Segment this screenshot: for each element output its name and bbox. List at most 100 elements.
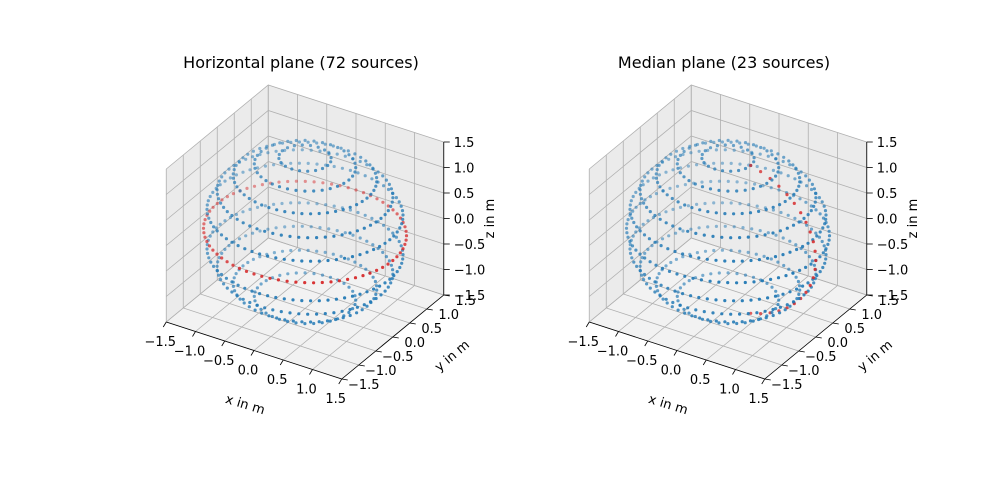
source-point xyxy=(786,174,790,178)
source-point xyxy=(773,294,778,298)
source-point xyxy=(787,267,791,271)
source-point xyxy=(288,234,292,238)
source-point xyxy=(798,288,802,292)
source-point xyxy=(251,257,255,261)
y-axis-label: y in m xyxy=(855,338,896,376)
x-tick-mark xyxy=(585,321,590,328)
source-point xyxy=(315,141,319,145)
source-point xyxy=(732,320,736,324)
source-point xyxy=(389,281,393,285)
source-point xyxy=(741,149,745,153)
source-point xyxy=(665,301,669,305)
source-point xyxy=(379,216,383,220)
highlighted-source-point xyxy=(777,184,781,188)
source-point xyxy=(732,299,736,303)
y-tick-label: 1.5 xyxy=(455,294,476,309)
source-point xyxy=(327,152,331,156)
source-point xyxy=(729,236,733,240)
source-point xyxy=(231,176,235,180)
source-point xyxy=(788,290,792,294)
source-point xyxy=(676,308,680,312)
source-point xyxy=(675,162,679,166)
y-tick-mark xyxy=(832,322,839,325)
source-point xyxy=(208,194,212,199)
source-point xyxy=(638,264,642,268)
source-point xyxy=(686,164,691,168)
source-point xyxy=(668,186,672,190)
source-point xyxy=(703,249,708,253)
source-point xyxy=(628,247,632,251)
source-point xyxy=(359,155,363,159)
source-point xyxy=(217,179,221,183)
source-point xyxy=(697,295,701,300)
source-point xyxy=(395,230,399,234)
source-point xyxy=(755,311,759,315)
source-point xyxy=(701,141,705,145)
source-point xyxy=(234,163,238,167)
highlighted-source-point xyxy=(231,263,235,267)
source-point xyxy=(732,212,736,216)
highlighted-source-point xyxy=(354,188,358,192)
source-point xyxy=(682,175,686,179)
source-point xyxy=(653,240,657,244)
source-point xyxy=(306,248,310,252)
source-point xyxy=(643,198,647,202)
source-point xyxy=(739,145,743,149)
source-point xyxy=(717,138,721,143)
y-tick-mark xyxy=(443,294,450,297)
source-point xyxy=(638,201,642,206)
source-point xyxy=(211,230,215,234)
source-point xyxy=(253,166,257,170)
source-point xyxy=(769,149,773,153)
source-point xyxy=(351,157,355,161)
x-axis-label: x in m xyxy=(646,392,689,418)
source-point xyxy=(746,312,750,316)
source-point xyxy=(758,229,762,233)
source-point xyxy=(339,146,343,150)
source-point xyxy=(678,171,682,175)
source-point xyxy=(646,171,650,175)
source-point xyxy=(712,140,716,144)
source-point xyxy=(791,271,795,275)
source-point xyxy=(288,311,292,315)
source-point xyxy=(209,220,213,225)
source-point xyxy=(706,164,711,168)
source-point xyxy=(660,266,665,270)
source-point xyxy=(758,152,762,156)
chart-title: Median plane (23 sources) xyxy=(618,53,830,72)
source-point xyxy=(392,274,396,278)
source-point xyxy=(283,225,287,229)
source-point xyxy=(795,247,799,252)
source-point xyxy=(683,203,687,207)
source-point xyxy=(339,254,343,258)
source-point xyxy=(665,193,669,197)
source-point xyxy=(821,265,825,270)
source-point xyxy=(827,238,831,242)
source-point xyxy=(625,222,629,226)
source-point xyxy=(232,276,236,280)
source-point xyxy=(358,236,362,240)
source-point xyxy=(770,285,774,289)
source-point xyxy=(628,212,633,216)
source-point xyxy=(717,271,721,275)
source-point xyxy=(372,247,376,252)
source-point xyxy=(267,206,271,210)
source-point xyxy=(735,281,739,285)
y-tick-label: 0.5 xyxy=(844,322,865,337)
source-point xyxy=(628,251,633,255)
source-point xyxy=(681,255,685,259)
source-point xyxy=(638,188,642,192)
highlighted-source-point xyxy=(202,231,206,235)
source-point xyxy=(252,294,256,298)
source-point xyxy=(260,203,264,207)
source-point xyxy=(332,164,336,169)
source-point xyxy=(687,179,691,183)
source-point xyxy=(723,224,727,228)
source-point xyxy=(325,319,330,323)
x-tick-mark xyxy=(673,350,678,356)
source-point xyxy=(312,272,316,276)
source-point xyxy=(397,200,401,204)
source-point xyxy=(735,321,739,326)
z-axis-label: z in m xyxy=(906,199,921,239)
source-point xyxy=(230,290,234,294)
